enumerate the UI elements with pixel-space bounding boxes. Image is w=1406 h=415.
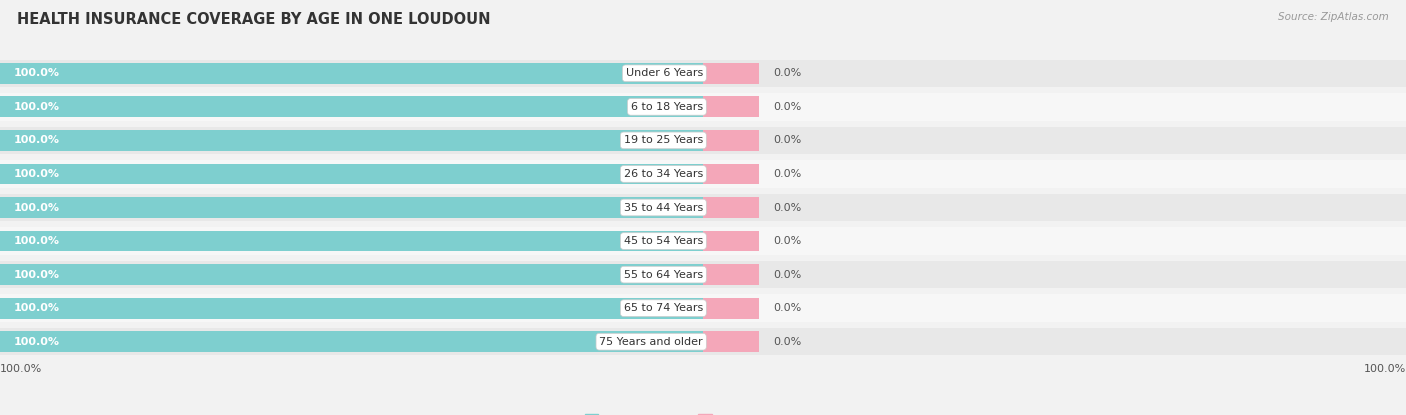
Text: 19 to 25 Years: 19 to 25 Years: [624, 135, 703, 145]
Bar: [0, 227, 1406, 255]
Text: 0.0%: 0.0%: [773, 169, 801, 179]
Bar: [0, 194, 1406, 221]
Bar: [703, 130, 759, 151]
Text: 100.0%: 100.0%: [14, 68, 60, 78]
Bar: [0, 63, 703, 84]
Text: 0.0%: 0.0%: [773, 102, 801, 112]
Bar: [703, 96, 759, 117]
Text: 100.0%: 100.0%: [14, 203, 60, 212]
Bar: [703, 197, 759, 218]
Bar: [0, 96, 703, 117]
Text: Source: ZipAtlas.com: Source: ZipAtlas.com: [1278, 12, 1389, 22]
Text: 100.0%: 100.0%: [1364, 364, 1406, 374]
Text: 0.0%: 0.0%: [773, 270, 801, 280]
Text: 0.0%: 0.0%: [773, 135, 801, 145]
Text: 6 to 18 Years: 6 to 18 Years: [631, 102, 703, 112]
Text: 100.0%: 100.0%: [14, 135, 60, 145]
Text: 26 to 34 Years: 26 to 34 Years: [624, 169, 703, 179]
Bar: [703, 264, 759, 285]
Bar: [703, 63, 759, 84]
Bar: [703, 298, 759, 319]
Bar: [703, 231, 759, 251]
Text: 0.0%: 0.0%: [773, 303, 801, 313]
Text: 75 Years and older: 75 Years and older: [599, 337, 703, 347]
Text: 100.0%: 100.0%: [14, 102, 60, 112]
Text: 0.0%: 0.0%: [773, 337, 801, 347]
Text: 100.0%: 100.0%: [0, 364, 42, 374]
Text: 100.0%: 100.0%: [14, 303, 60, 313]
Bar: [0, 298, 703, 319]
Text: 45 to 54 Years: 45 to 54 Years: [624, 236, 703, 246]
Bar: [0, 160, 1406, 188]
Bar: [703, 331, 759, 352]
Text: Under 6 Years: Under 6 Years: [626, 68, 703, 78]
Bar: [0, 197, 703, 218]
Bar: [0, 328, 1406, 356]
Bar: [0, 127, 1406, 154]
Bar: [0, 264, 703, 285]
Bar: [0, 130, 703, 151]
Bar: [0, 93, 1406, 121]
Bar: [0, 231, 703, 251]
Text: 100.0%: 100.0%: [14, 236, 60, 246]
Text: 0.0%: 0.0%: [773, 236, 801, 246]
Text: HEALTH INSURANCE COVERAGE BY AGE IN ONE LOUDOUN: HEALTH INSURANCE COVERAGE BY AGE IN ONE …: [17, 12, 491, 27]
Bar: [703, 164, 759, 184]
Legend: With Coverage, Without Coverage: With Coverage, Without Coverage: [581, 410, 825, 415]
Text: 55 to 64 Years: 55 to 64 Years: [624, 270, 703, 280]
Text: 100.0%: 100.0%: [14, 337, 60, 347]
Bar: [0, 294, 1406, 322]
Text: 0.0%: 0.0%: [773, 203, 801, 212]
Text: 0.0%: 0.0%: [773, 68, 801, 78]
Bar: [0, 164, 703, 184]
Text: 65 to 74 Years: 65 to 74 Years: [624, 303, 703, 313]
Bar: [0, 331, 703, 352]
Text: 100.0%: 100.0%: [14, 270, 60, 280]
Text: 35 to 44 Years: 35 to 44 Years: [624, 203, 703, 212]
Bar: [0, 59, 1406, 87]
Text: 100.0%: 100.0%: [14, 169, 60, 179]
Bar: [0, 261, 1406, 288]
